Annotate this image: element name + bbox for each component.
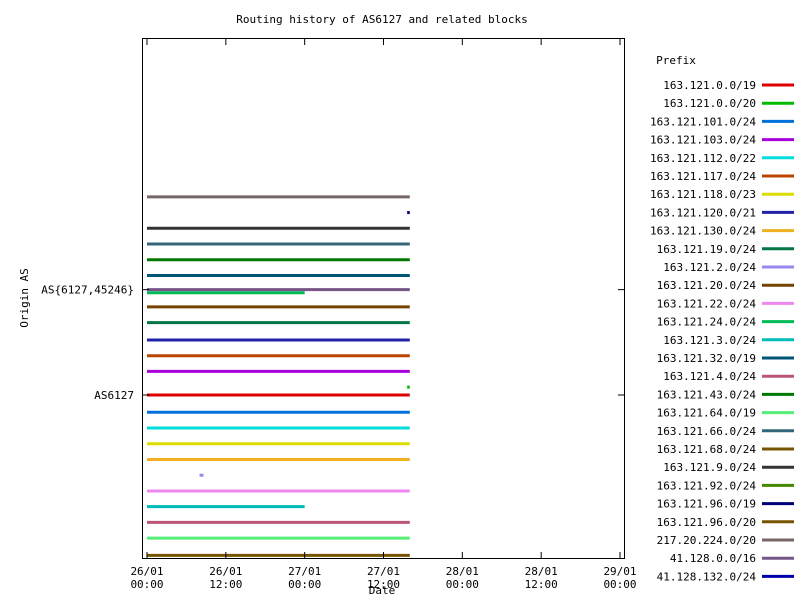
- x-tick-label-date: 28/01: [446, 565, 479, 578]
- x-tick-label-time: 00:00: [130, 578, 163, 591]
- legend-entry-label: 163.121.117.0/24: [650, 170, 756, 183]
- legend: 163.121.0.0/19 163.121.0.0/20 163.121.101.…: [650, 79, 794, 583]
- legend-entry-label: 163.121.66.0/24: [657, 425, 757, 438]
- legend-entry-label: 41.128.0.0/16: [670, 552, 756, 565]
- x-tick-label-date: 27/01: [288, 565, 321, 578]
- x-tick-label-time: 00:00: [446, 578, 479, 591]
- legend-entry-label: 163.121.2.0/24: [663, 261, 756, 274]
- x-tick-label-date: 29/01: [603, 565, 636, 578]
- legend-entry-label: 163.121.24.0/24: [657, 316, 757, 329]
- x-tick-label-time: 12:00: [367, 578, 400, 591]
- x-axis-label: Date: [369, 584, 396, 597]
- legend-entry-label: 163.121.96.0/20: [657, 516, 756, 529]
- legend-entry-label: 163.121.19.0/24: [657, 243, 757, 256]
- legend-entry-label: 41.128.132.0/24: [657, 570, 757, 583]
- x-axis-ticks: 26/0100:0026/0112:0027/0100:0027/0112:00…: [130, 39, 637, 591]
- legend-entry-label: 163.121.92.0/24: [657, 479, 757, 492]
- legend-entry-label: 163.121.96.0/19: [657, 498, 756, 511]
- series-segments: [147, 195, 410, 557]
- legend-entry-label: 163.121.101.0/24: [650, 115, 756, 128]
- legend-entry-label: 163.121.0.0/19: [663, 79, 756, 92]
- chart-title: Routing history of AS6127 and related bl…: [236, 13, 527, 26]
- y-axis-label: Origin AS: [18, 268, 31, 328]
- legend-entry-label: 163.121.120.0/21: [650, 206, 756, 219]
- legend-entry-label: 163.121.68.0/24: [657, 443, 757, 456]
- legend-entry-label: 163.121.0.0/20: [663, 97, 756, 110]
- legend-entry-label: 163.121.22.0/24: [657, 297, 757, 310]
- x-tick-label-time: 12:00: [525, 578, 558, 591]
- x-tick-label-date: 26/01: [130, 565, 163, 578]
- legend-entry-label: 163.121.20.0/24: [657, 279, 757, 292]
- y-tick-label: AS{6127,45246}: [41, 284, 134, 297]
- x-tick-label-date: 26/01: [209, 565, 242, 578]
- legend-entry-label: 163.121.118.0/23: [650, 188, 756, 201]
- x-tick-label-time: 00:00: [603, 578, 636, 591]
- legend-title: Prefix: [656, 54, 696, 67]
- y-axis-ticks: AS{6127,45246} AS6127: [41, 284, 624, 402]
- legend-entry-label: 163.121.3.0/24: [663, 334, 756, 347]
- x-tick-label-time: 00:00: [288, 578, 321, 591]
- legend-entry-label: 163.121.64.0/19: [657, 407, 756, 420]
- legend-entry-label: 163.121.130.0/24: [650, 225, 756, 238]
- legend-entry-label: 163.121.112.0/22: [650, 152, 756, 165]
- legend-entry-label: 163.121.43.0/24: [657, 388, 757, 401]
- legend-entry-label: 163.121.4.0/24: [663, 370, 756, 383]
- x-tick-label-date: 28/01: [525, 565, 558, 578]
- plot-frame: [142, 38, 625, 559]
- legend-entry-label: 163.121.32.0/19: [657, 352, 756, 365]
- legend-entry-label: 163.121.9.0/24: [663, 461, 756, 474]
- y-tick-label: AS6127: [94, 389, 134, 402]
- legend-entry-label: 163.121.103.0/24: [650, 134, 756, 147]
- legend-entry-label: 217.20.224.0/20: [657, 534, 756, 547]
- x-tick-label-date: 27/01: [367, 565, 400, 578]
- x-tick-label-time: 12:00: [209, 578, 242, 591]
